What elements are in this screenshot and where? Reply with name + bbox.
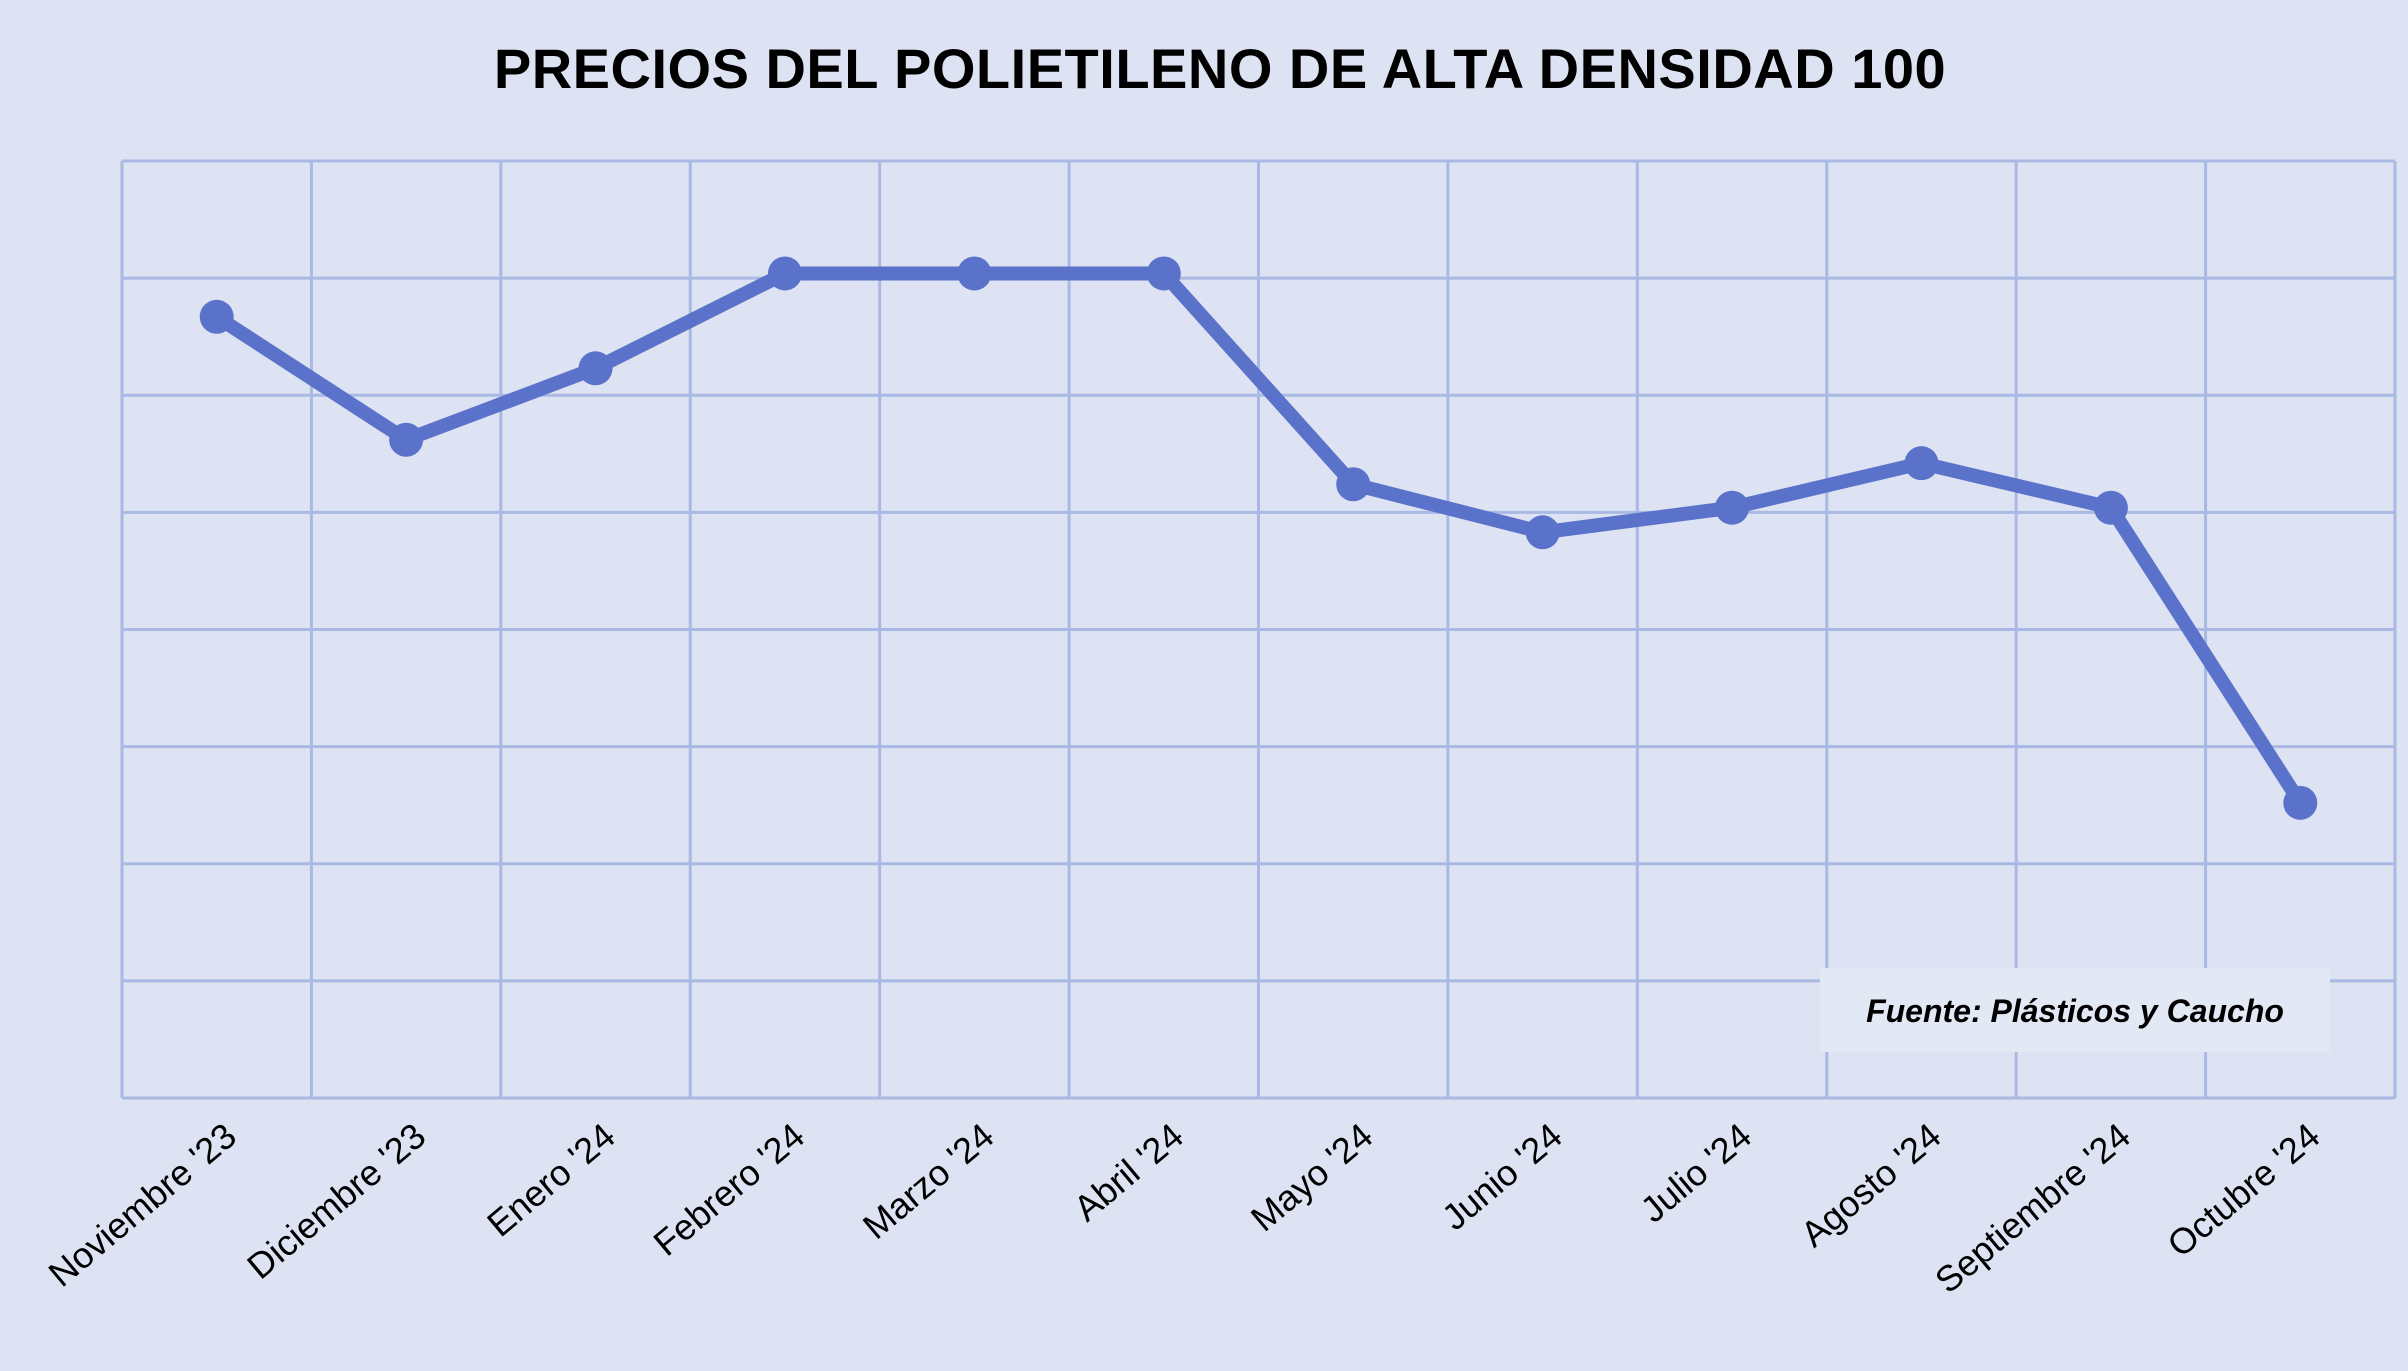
grid [120, 159, 2397, 1100]
x-tick-label: Septiembre '24 [1927, 1115, 2138, 1301]
x-tick-label: Febrero '24 [646, 1115, 813, 1264]
x-tick-label: Diciembre '23 [239, 1115, 433, 1287]
data-point [1336, 467, 1371, 502]
x-tick-label: Octubre '24 [2159, 1115, 2327, 1265]
data-point [1146, 256, 1181, 291]
x-tick-label: Julio '24 [1633, 1115, 1760, 1231]
chart-title: PRECIOS DEL POLIETILENO DE ALTA DENSIDAD… [493, 37, 1947, 100]
data-point [199, 299, 234, 334]
data-point [1904, 446, 1939, 481]
source-note-text: Fuente: Plásticos y Caucho [1866, 993, 2284, 1029]
data-point [767, 256, 802, 291]
series-line [209, 266, 2308, 810]
series-layer [199, 256, 2318, 820]
x-tick-label: Marzo '24 [855, 1115, 1002, 1247]
source-note-box [1820, 968, 2330, 1052]
source-note: Fuente: Plásticos y Caucho [1820, 968, 2330, 1052]
data-point [2283, 785, 2318, 820]
x-tick-label: Mayo '24 [1243, 1115, 1380, 1240]
data-point [1715, 490, 1750, 525]
data-point [389, 422, 424, 457]
x-tick-label: Agosto '24 [1793, 1115, 1949, 1255]
x-tick-label: Junio '24 [1434, 1115, 1570, 1238]
data-point [957, 256, 992, 291]
x-tick-label: Enero '24 [479, 1115, 623, 1245]
data-point [2093, 490, 2128, 525]
x-tick-label: Abril '24 [1066, 1115, 1191, 1229]
x-tick-label: Noviembre '23 [41, 1115, 244, 1295]
data-point [1525, 515, 1560, 550]
data-point [578, 351, 613, 386]
